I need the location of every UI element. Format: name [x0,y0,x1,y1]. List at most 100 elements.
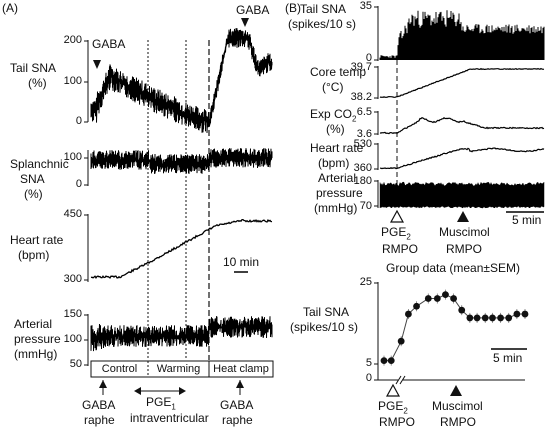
b-pge2-label-sub: 2 [406,232,411,242]
group-tick-5: 5 [365,357,372,369]
group-pge2-label-text: PGE [378,399,404,413]
b-tail-tick-0: 0 [365,52,372,64]
a-splanch-tick-0: 0 [75,178,82,190]
panel-a-phase-box [90,360,274,378]
gaba-raphe-2-line1: GABA [220,398,254,412]
group-data-point [458,306,466,314]
a-splanchnic-label-3: (%) [24,187,43,201]
group-data-point [473,314,481,322]
pge1-route: intraventricular [130,411,209,425]
b-tail-sna-label-2: (spikes/10 s) [288,17,357,31]
gaba-marker-1-arrow [93,60,101,69]
gaba-marker-1-label: GABA [92,37,126,51]
group-data-point [489,314,496,322]
group-data-point [513,310,521,318]
b-bp-label-3: (mmHg) [314,201,358,215]
b-co2-tick-3-6: 3.6 [356,128,372,140]
group-pge2-site: RMPO [379,415,415,429]
b-scale-bar-label: 5 min [512,213,542,227]
panel-a-arterial-axis [84,314,89,366]
group-data-point [413,302,420,310]
a-bp-label-3: (mmHg) [14,347,58,361]
a-tail-tick-100: 100 [63,75,82,87]
group-data-point [442,291,449,299]
b-pge2-label: PGE2 [381,226,411,243]
panel-a-splanchnic-trace [90,148,273,174]
group-data-point [497,314,504,322]
a-splanch-tick-100: 100 [63,151,82,163]
panel-b-co2-trace [379,117,545,135]
panel-b-core-temp-axis [374,66,379,99]
group-tick-0: 0 [365,372,372,384]
phase-heat-clamp: Heat clamp [213,363,269,375]
panel-a-splanchnic-axis [84,150,89,186]
a-tail-sna-label-1: Tail SNA [10,61,57,75]
panel-a-tail-sna-axis [84,40,89,123]
b-bp-tick-70: 70 [359,200,372,212]
group-title: Group data (mean±SEM) [386,261,520,275]
panel-b-arterial-trace [379,181,545,209]
group-ylabel-1: Tail SNA [303,305,350,319]
panel-b-tail-sna-trace [379,10,545,60]
a-hr-label-1: Heart rate [10,233,64,247]
b-pge2-label-text: PGE [381,225,407,239]
a-bp-tick-150: 150 [63,308,82,320]
b-muscimol-site: RMPO [446,242,482,256]
panel-a-label: (A) [2,1,18,15]
gaba-raphe-1-line1: GABA [82,398,116,412]
group-chart-axis [374,282,525,385]
b-muscimol-label: Muscimol [439,225,490,239]
phase-warming: Warming [156,363,201,375]
group-data-point [450,295,457,302]
group-data-point [387,357,395,364]
a-tail-sna-label-2: (%) [28,76,47,90]
panel-a-tail-sna-trace [90,28,273,134]
group-data-point [405,310,412,318]
gaba-raphe-2-line2: raphe [222,413,253,427]
b-tail-sna-label-1: Tail SNA [300,2,347,16]
b-hr-tick-530: 530 [353,138,372,150]
a-splanchnic-label-1: Splanchnic [10,157,69,171]
group-data-point [466,314,474,322]
b-bp-label-2: pressure [316,186,363,200]
group-data-point [397,337,405,345]
a-hr-tick-300: 300 [63,273,82,285]
group-ylabel-2: (spikes/10 s) [290,320,359,334]
b-hr-label-1: Heart rate [310,141,364,155]
b-bp-label-1: Arterial [318,171,357,185]
b-core-temp-label-2: (°C) [322,80,344,94]
pge2-open-triangle [389,209,405,223]
panel-a-heart-rate-trace [90,218,273,279]
gaba-marker-2-arrow [241,18,249,27]
group-data-point [505,314,513,322]
panel-b-core-temp-trace [379,67,545,99]
a-hr-tick-450: 450 [63,208,82,220]
a-bp-tick-100: 100 [63,333,82,345]
panel-b-heart-rate-axis [374,143,379,170]
a-hr-label-2: (bpm) [18,248,50,262]
b-temp-tick-39-7: 39.7 [350,61,372,73]
panel-b-heart-rate-trace [380,147,545,170]
panel-b-co2-axis [374,111,379,135]
b-pge2-site: RMPO [382,242,418,256]
group-muscimol-site: RMPO [440,415,476,429]
group-data-point [424,295,432,302]
panel-b-label: (B) [285,1,301,15]
b-temp-tick-38-2: 38.2 [350,91,372,103]
phase-control: Control [101,363,138,375]
panel-b-arterial-axis [374,180,379,208]
b-hr-tick-360: 360 [353,162,372,174]
b-tail-tick-35: 35 [359,0,372,12]
b-bp-tick-180: 180 [353,175,372,187]
gaba-marker-2-label: GABA [236,3,270,17]
a-tail-tick-0: 0 [75,115,82,127]
gaba-raphe-1-line2: raphe [84,413,115,427]
b-co2-tick-6-5: 6.5 [356,106,372,118]
gaba-raphe-arrow-2 [236,380,244,395]
gaba-raphe-arrow-1 [99,380,107,395]
group-data-point [380,357,388,364]
a-tail-tick-200: 200 [63,34,82,46]
a-scale-bar-label: 10 min [223,255,260,269]
a-bp-label-1: Arterial [14,317,53,331]
